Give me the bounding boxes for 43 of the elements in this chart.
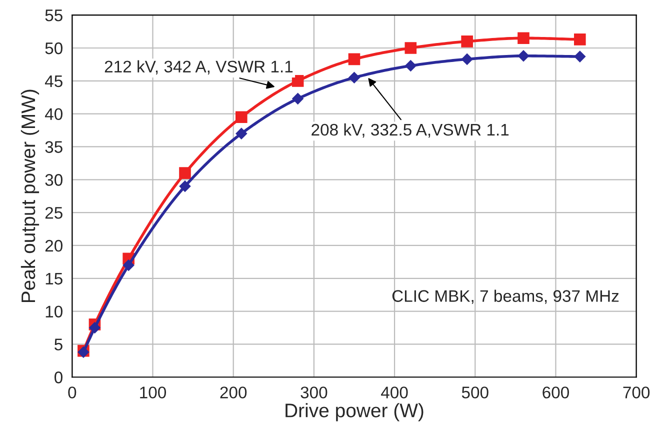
y-tick-label: 15 [46, 272, 62, 285]
point [122, 260, 134, 271]
y-axis-title: Peak output power (MW) [20, 90, 40, 302]
point [518, 32, 530, 44]
point [179, 180, 191, 192]
x-axis-title: Drive power (W) [286, 403, 424, 422]
point [574, 50, 586, 62]
y-tick-label: 55 [45, 10, 62, 22]
point [461, 54, 473, 65]
y-tick-label: 25 [45, 206, 62, 219]
x-tick-label: 200 [220, 386, 247, 398]
point [292, 75, 304, 87]
annotation: 208 kV, 332.5 A,VSWR 1.1 [312, 123, 509, 138]
point [348, 53, 360, 66]
x-tick-label: 400 [381, 386, 408, 398]
point [236, 128, 248, 140]
x-tick-label: 600 [542, 386, 569, 398]
point [518, 50, 530, 62]
x-tick-label: 300 [300, 386, 328, 398]
x-tick-label: 0 [68, 386, 76, 398]
point [348, 72, 360, 84]
point [461, 36, 473, 48]
y-tick-label: 40 [44, 108, 62, 120]
point [179, 167, 191, 179]
point [574, 34, 586, 46]
x-tick-label: 700 [623, 386, 650, 398]
y-tick-label: 5 [54, 338, 62, 350]
y-tick-label: 20 [45, 240, 62, 252]
y-tick-label: 45 [44, 75, 62, 88]
annotation: 212 kV, 342 A, VSWR 1.1 [104, 60, 293, 74]
point [236, 111, 248, 124]
point [405, 60, 416, 72]
point [89, 322, 100, 334]
x-tick-label: 100 [140, 386, 166, 398]
point [404, 42, 417, 54]
y-tick-label: 35 [45, 141, 62, 153]
y-tick-label: 0 [54, 372, 62, 384]
y-tick-label: 50 [45, 42, 62, 54]
annotation: CLIC MBK, 7 beams, 937 MHz [392, 290, 619, 304]
y-tick-label: 30 [45, 174, 62, 186]
y-tick-label: 10 [46, 306, 62, 318]
x-tick-label: 500 [462, 386, 488, 398]
point [292, 93, 304, 104]
